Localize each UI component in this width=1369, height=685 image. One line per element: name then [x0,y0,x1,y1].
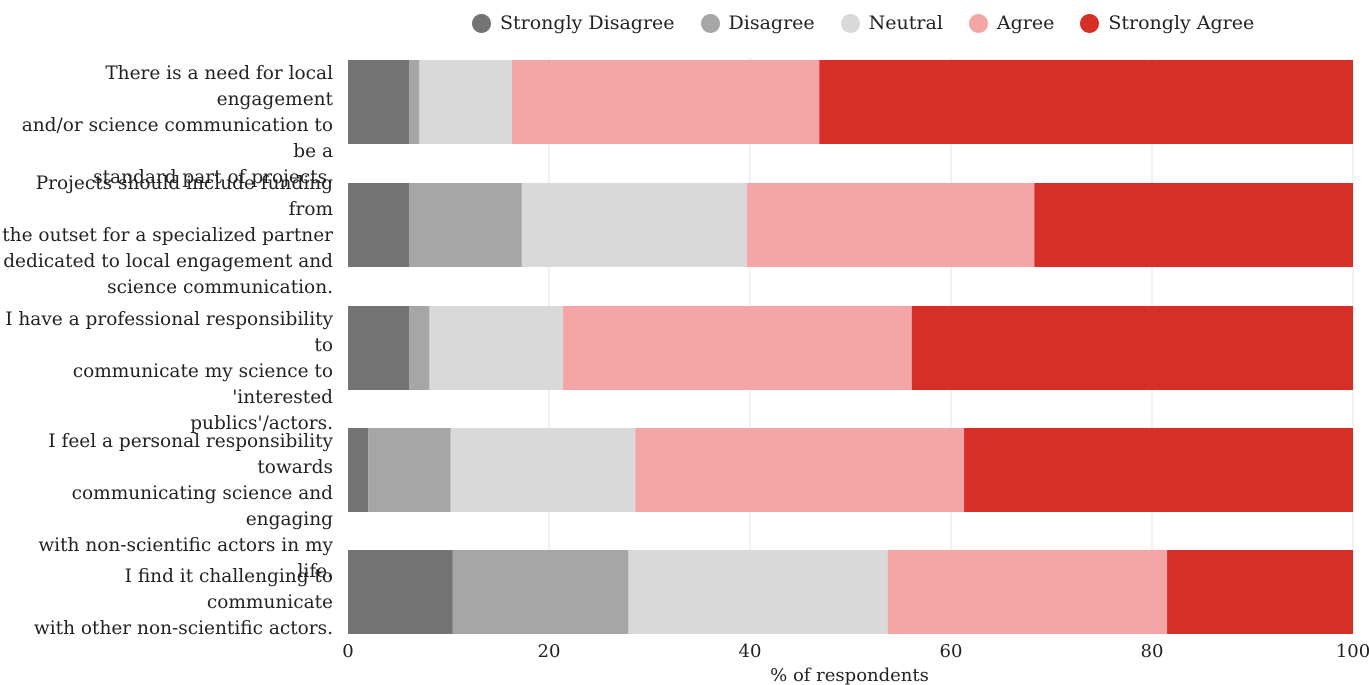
category-label-line: communicating science and engaging [71,483,333,530]
bar-segment [348,60,410,144]
bar-group [348,550,1353,634]
bar-segment [964,428,1353,512]
legend-item: Agree [968,12,1055,34]
bar-segment [628,550,888,634]
category-label: I feel a personal responsibility towards… [0,429,333,585]
bar-segment [450,428,636,512]
category-label-line: I have a professional responsibility to [5,309,333,356]
bar-segment [348,550,453,634]
legend-swatch [700,13,720,33]
x-tick-label: 80 [1141,641,1164,662]
bar-group [348,60,1353,144]
bar-segment [348,428,369,512]
category-label: I have a professional responsibility to c… [0,307,333,437]
category-label-line: the outset for a specialized partner [2,225,333,246]
bar-group [348,306,1353,390]
bar-group [348,428,1353,512]
category-label-line: and/or science communication to be a [21,115,333,162]
x-tick-label: 100 [1336,641,1369,662]
bar-segment [746,183,1035,267]
legend-item: Strongly Disagree [472,12,675,34]
category-label-line: science communication. [107,277,333,298]
bar-segment [521,183,747,267]
legend-label: Strongly Agree [1108,12,1255,34]
bar-segment [911,306,1353,390]
category-label-line: I find it challenging to communicate [124,566,333,613]
bar-group [348,183,1353,267]
legend-label: Disagree [728,12,815,34]
category-label: Projects should include funding from the … [0,171,333,301]
category-label-line: I feel a personal responsibility towards [48,431,333,478]
bar-segment [409,60,420,144]
bar-segment [887,550,1168,634]
bar-segment [348,183,410,267]
category-label: There is a need for local engagement and/… [0,61,333,191]
bar-segment [1034,183,1353,267]
category-label-line: communicate my science to 'interested [72,361,333,408]
legend-swatch [840,13,860,33]
x-axis-label: % of respondents [770,665,929,685]
bar-segment [419,60,512,144]
category-label-line: There is a need for local engagement [105,63,333,110]
bar-segment [1167,550,1353,634]
legend-label: Strongly Disagree [500,12,675,34]
legend-label: Neutral [868,12,943,34]
bar-segment [368,428,451,512]
legend-item: Neutral [840,12,943,34]
bar-segment [563,306,912,390]
x-tick-label: 40 [739,641,762,662]
bar-segment [635,428,965,512]
x-tick-label: 60 [940,641,963,662]
bar-segment [452,550,629,634]
legend-swatch [472,13,491,33]
x-tick-label: 20 [538,641,561,662]
category-label: I find it challenging to communicate with… [0,564,333,642]
bar-segment [429,306,564,390]
bar-segment [511,60,820,144]
legend: Strongly Disagree Disagree Neutral Agree Str… [472,12,1280,34]
legend-item: Strongly Agree [1080,12,1254,34]
legend-label: Agree [996,12,1055,34]
legend-swatch [1080,13,1100,33]
bar-segment [409,306,430,390]
bar-segment [409,183,522,267]
bar-segment [348,306,410,390]
bar-segment [819,60,1353,144]
category-label-line: with non-scientific actors in my life. [38,535,333,582]
category-label-line: with other non-scientific actors. [33,618,333,639]
x-tick-label: 0 [342,641,353,662]
category-label-line: standard part of projects. [93,167,333,188]
legend-swatch [968,13,988,33]
category-label-line: dedicated to local engagement and [3,251,333,272]
category-label-line: publics'/actors. [190,413,333,434]
category-label-line: Projects should include funding from [35,173,333,220]
legend-item: Disagree [700,12,815,34]
